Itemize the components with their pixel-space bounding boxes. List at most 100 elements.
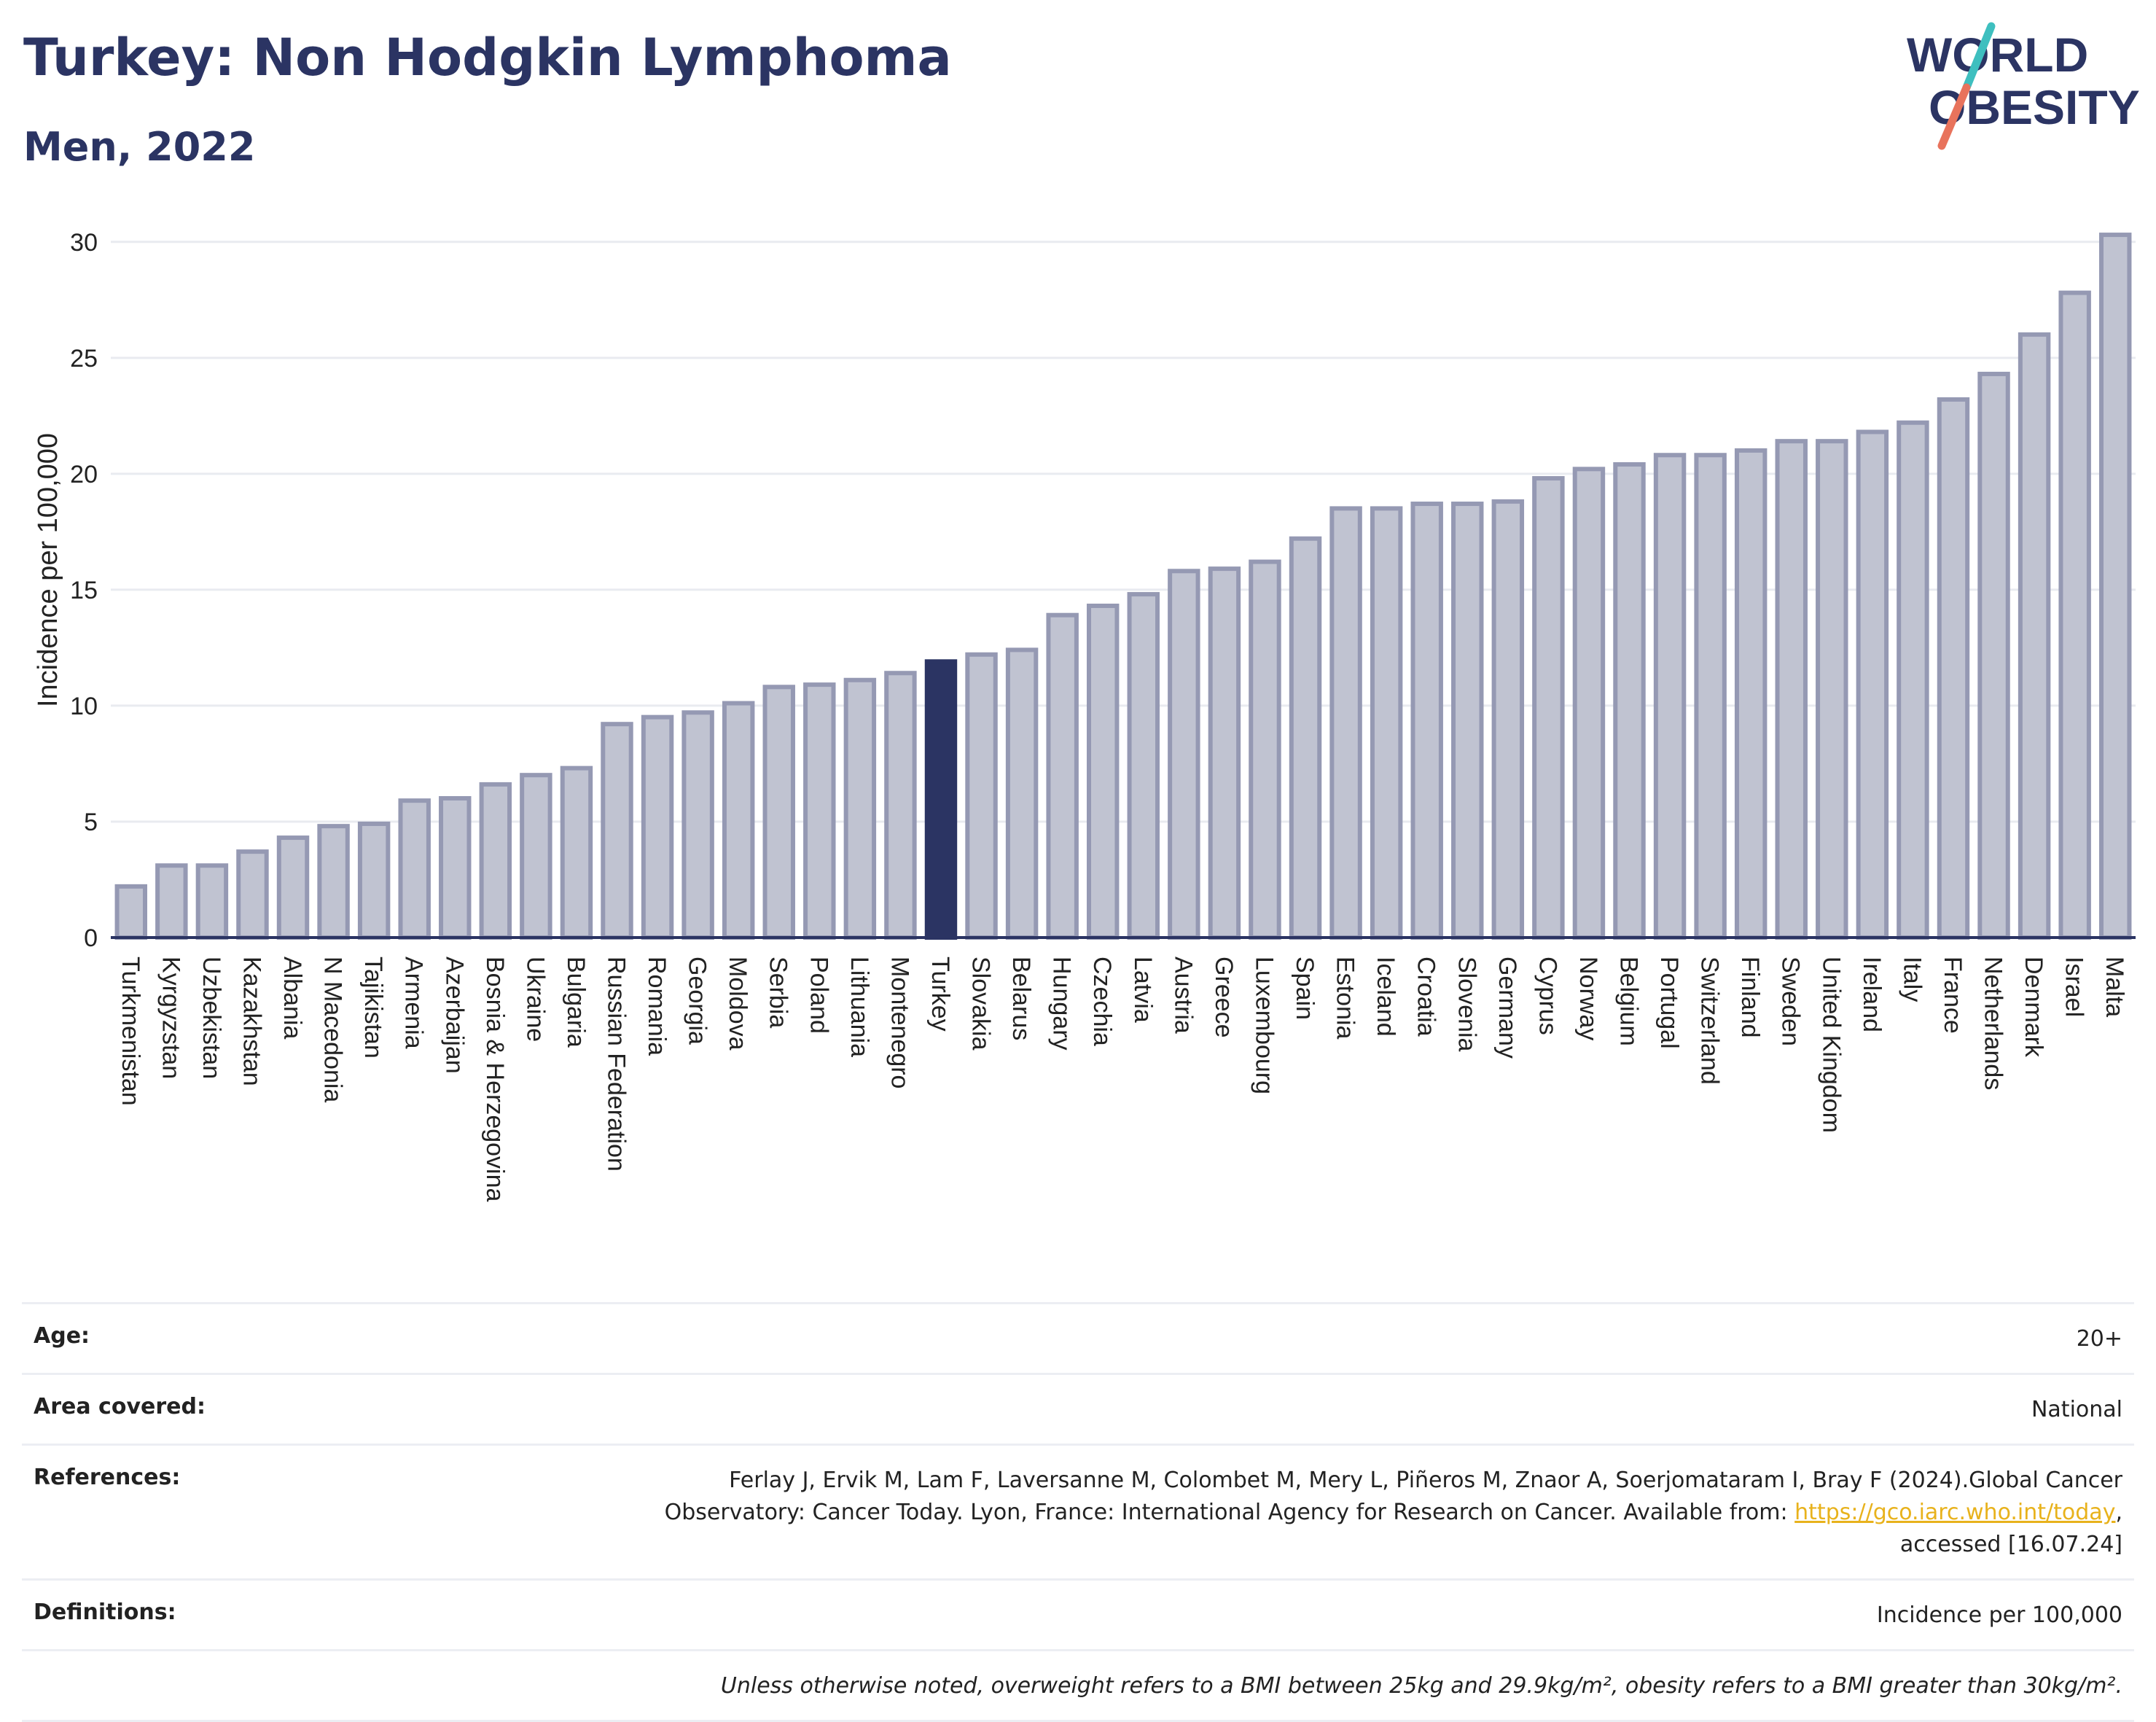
bar xyxy=(641,714,674,940)
bar xyxy=(1005,647,1039,940)
bar xyxy=(1329,506,1362,940)
logo-slash-top xyxy=(1962,22,1996,92)
references-label: References: xyxy=(22,1444,337,1580)
info-row-references: References: Ferlay J, Ervik M, Lam F, La… xyxy=(22,1444,2134,1580)
x-tick-label: Turkmenistan xyxy=(117,957,144,1106)
bar xyxy=(843,677,877,940)
bar xyxy=(479,782,512,940)
bar xyxy=(398,798,431,940)
x-tick-label: Ukraine xyxy=(521,957,549,1042)
bar xyxy=(681,710,714,940)
x-tick-label: Kyrgyzstan xyxy=(157,957,184,1079)
info-row-age: Age: 20+ xyxy=(22,1302,2134,1374)
x-tick-label: Finland xyxy=(1736,957,1764,1038)
references-link[interactable]: https://gco.iarc.who.int/today xyxy=(1794,1500,2116,1525)
bar-chart: 0 5 10 15 20 25 30 Turkmenistan Kyrgyzstan Uzbek… xyxy=(33,229,2136,1202)
bar xyxy=(1249,559,1281,940)
info-row-note: Unless otherwise noted, overweight refer… xyxy=(22,1649,2134,1722)
bar xyxy=(1168,569,1200,940)
info-row-definitions: Definitions: Incidence per 100,000 xyxy=(22,1578,2134,1651)
bar xyxy=(965,652,998,940)
x-tick-label: Netherlands xyxy=(1980,957,2007,1090)
x-tick-label: France xyxy=(1939,957,1966,1034)
bar xyxy=(1208,566,1241,940)
bmi-note: Unless otherwise noted, overweight refer… xyxy=(22,1649,2134,1722)
bar xyxy=(1370,506,1403,940)
bar xyxy=(276,835,310,940)
bar xyxy=(1856,429,1889,940)
x-tick-label: Ireland xyxy=(1858,957,1886,1032)
references-line-1: Ferlay J, Ervik M, Lam F, Laversanne M, … xyxy=(729,1468,2122,1493)
x-tick-label: Russian Federation xyxy=(603,957,630,1172)
references-value: Ferlay J, Ervik M, Lam F, Laversanne M, … xyxy=(337,1444,2134,1580)
x-tick-label: Estonia xyxy=(1332,957,1359,1039)
x-tick-label: Romania xyxy=(643,957,671,1056)
y-axis-label: Incidence per 100,000 xyxy=(33,433,63,707)
x-tick-label: Czechia xyxy=(1088,957,1116,1046)
chart-info-table: Age: 20+ Area covered: National Referenc… xyxy=(22,1302,2134,1722)
bar xyxy=(560,765,593,940)
y-tick-label: 15 xyxy=(70,577,98,604)
bar xyxy=(317,824,350,940)
y-tick-label: 10 xyxy=(70,693,98,720)
page-title: Turkey: Non Hodgkin Lymphoma xyxy=(23,28,952,87)
bar xyxy=(2058,290,2091,940)
x-tick-label: Azerbaijan xyxy=(440,957,468,1074)
x-tick-labels: Turkmenistan Kyrgyzstan Uzbekistan Kazakhst… xyxy=(117,957,2128,1202)
x-tick-label: Belarus xyxy=(1007,957,1035,1040)
bar xyxy=(1532,476,1565,940)
x-tick-label: Cyprus xyxy=(1534,957,1561,1035)
world-obesity-logo: WORLD OBESITY xyxy=(1907,22,2140,150)
x-tick-label: Croatia xyxy=(1413,957,1440,1037)
x-tick-label: Israel xyxy=(2061,957,2088,1017)
bar xyxy=(1046,612,1079,940)
x-tick-label: N Macedonia xyxy=(319,957,347,1102)
bar xyxy=(722,701,755,940)
bar xyxy=(439,795,472,940)
page-subtitle: Men, 2022 xyxy=(23,124,256,170)
x-tick-label: Germany xyxy=(1493,957,1521,1059)
bar xyxy=(803,682,836,940)
x-tick-label: Italy xyxy=(1898,957,1926,1002)
x-tick-label: Poland xyxy=(805,957,832,1034)
bar xyxy=(1653,453,1687,940)
x-tick-label: Latvia xyxy=(1129,957,1157,1023)
bar xyxy=(2098,233,2132,940)
x-tick-label: Portugal xyxy=(1655,957,1683,1049)
logo-text-world: WORLD xyxy=(1907,28,2088,82)
x-tick-label: Uzbekistan xyxy=(198,957,225,1079)
x-tick-label: United Kingdom xyxy=(1817,957,1845,1133)
bar xyxy=(155,863,188,940)
info-row-area: Area covered: National xyxy=(22,1373,2134,1445)
bar-highlight xyxy=(924,659,958,940)
bar xyxy=(195,863,229,940)
bar xyxy=(1127,592,1160,940)
bar xyxy=(762,685,795,940)
y-tick-label: 25 xyxy=(70,345,98,373)
bar xyxy=(884,671,917,940)
bar xyxy=(1572,467,1606,940)
bar xyxy=(1977,371,2010,940)
bar xyxy=(1897,420,1929,940)
bar xyxy=(1410,502,1443,940)
age-value: 20+ xyxy=(337,1302,2134,1374)
area-label: Area covered: xyxy=(22,1373,337,1445)
bar xyxy=(1613,461,1646,940)
x-tick-label: Albania xyxy=(278,957,306,1040)
bar xyxy=(1734,448,1768,940)
x-tick-label: Austria xyxy=(1169,957,1197,1034)
bar xyxy=(236,849,269,940)
logo-slash-bottom xyxy=(1937,83,1971,150)
bar xyxy=(1451,502,1484,940)
x-tick-label: Slovenia xyxy=(1453,957,1480,1052)
x-tick-label: Slovakia xyxy=(967,957,995,1051)
y-tick-labels: 0 5 10 15 20 25 30 xyxy=(70,229,98,952)
bar xyxy=(114,884,148,940)
bar xyxy=(357,821,391,940)
bar xyxy=(1775,439,1808,940)
x-tick-label: Turkey xyxy=(926,957,954,1032)
x-tick-label: Sweden xyxy=(1777,957,1805,1046)
x-tick-label: Denmark xyxy=(2020,957,2047,1058)
x-tick-label: Tajikistan xyxy=(359,957,387,1059)
y-tick-label: 20 xyxy=(70,461,98,488)
